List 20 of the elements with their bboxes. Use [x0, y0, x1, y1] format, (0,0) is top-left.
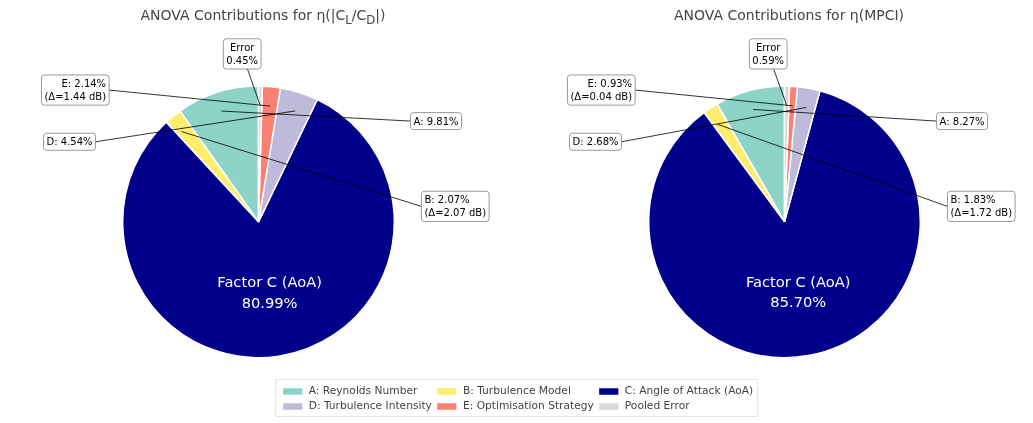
data-label: B: 1.83% (Δ=1.72 dB): [950, 194, 1013, 219]
legend-label: A: Reynolds Number: [308, 384, 418, 397]
data-label: B: 2.07% (Δ=2.07 dB): [424, 194, 487, 219]
legend-label: C: Angle of Attack (AoA): [624, 384, 754, 397]
data-label: Error 0.59%: [752, 41, 785, 66]
data-label: Factor C (AoA) 80.99%: [217, 273, 322, 311]
data-label: Error 0.45%: [226, 41, 259, 66]
data-label: E: 0.93% (Δ=0.04 dB): [570, 77, 633, 103]
chart-title: ANOVA Contributions for η(|C$_{L}$/C$_{D}$|): [140, 6, 386, 29]
data-label: A: 8.27%: [939, 115, 985, 127]
data-label: A: 9.81%: [413, 115, 459, 127]
data-label: D: 2.68%: [572, 136, 619, 148]
data-label: Factor C (AoA) 85.70%: [745, 273, 851, 311]
legend-label: E: Optimisation Strategy: [462, 399, 594, 412]
legend-label: D: Turbulence Intensity: [308, 399, 432, 412]
data-label: D: 4.54%: [46, 136, 93, 148]
legend-label: B: Turbulence Model: [462, 384, 571, 397]
legend-label: Pooled Error: [624, 399, 690, 412]
chart-title: ANOVA Contributions for η(MPCI): [673, 6, 905, 25]
data-label: E: 2.14% (Δ=1.44 dB): [44, 77, 107, 103]
